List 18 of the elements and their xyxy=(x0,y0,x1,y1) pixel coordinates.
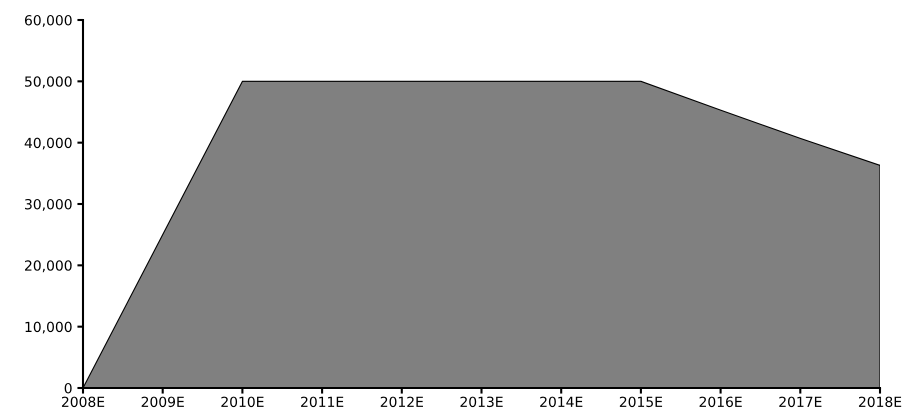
x-tick-label: 2018E xyxy=(858,396,902,408)
y-tick-label: 10,000 xyxy=(26,322,72,334)
x-tick-label: 2009E xyxy=(142,396,184,408)
x-tick-label: 2014E xyxy=(540,396,582,408)
x-tick-label: 2017E xyxy=(779,396,822,408)
x-tick-label: 2008E xyxy=(62,396,104,408)
y-tick-label: 50,000 xyxy=(25,76,72,88)
x-tick-label: 2015E xyxy=(620,396,662,408)
y-tick-label: 20,000 xyxy=(25,260,72,272)
x-tick-label: 2010E xyxy=(221,396,264,408)
x-tick-label: 2013E xyxy=(460,396,503,408)
x-tick-label: 2016E xyxy=(700,396,742,408)
y-tick-label: 40,000 xyxy=(24,138,72,150)
y-tick-label: 60,000 xyxy=(24,14,72,27)
y-tick-label: 30,000 xyxy=(25,198,72,211)
x-tick-label: 2012E xyxy=(380,396,423,408)
y-tick-label: 0 xyxy=(64,382,72,394)
x-tick-label: 2011E xyxy=(301,396,344,408)
